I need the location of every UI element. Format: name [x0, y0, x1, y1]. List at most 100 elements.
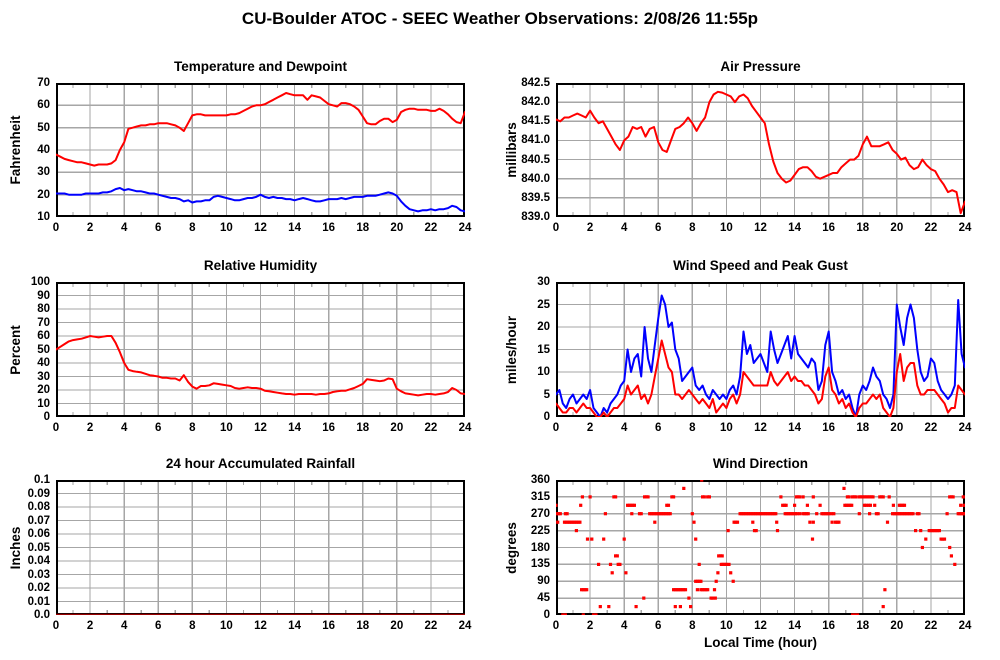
scatter-point [868, 495, 872, 499]
x-tick-label: 10 [720, 222, 733, 234]
scatter-point [769, 512, 773, 516]
x-tick-label: 4 [120, 620, 128, 632]
scatter-point [588, 495, 592, 499]
x-tick-label: 0 [552, 422, 560, 434]
scatter-point [720, 554, 724, 558]
scatter-point [673, 605, 677, 609]
scatter-point [632, 503, 636, 507]
scatter-point [714, 579, 718, 583]
scatter-point [666, 503, 671, 507]
scatter-point [711, 596, 715, 600]
scatter-point [810, 537, 815, 541]
y-tick-label: 840.5 [521, 153, 550, 166]
scatter-point [837, 520, 841, 524]
scatter-point [806, 512, 810, 516]
y-tick-label: 0.03 [27, 568, 50, 581]
scatter-point [825, 512, 829, 516]
x-tick-label: 8 [189, 620, 196, 632]
series-wind-speed [555, 339, 966, 418]
relative-humidity-chart: Relative Humidity Percent 0 10 20 30 40 50 60 7… [8, 258, 471, 434]
scatter-point [717, 554, 721, 558]
x-tick-label: 16 [822, 222, 836, 234]
scatter-point [832, 512, 836, 516]
scatter-point [862, 503, 867, 507]
scatter-point [661, 512, 665, 516]
x-tick-label: 20 [890, 222, 904, 234]
scatter-point [656, 512, 660, 516]
scatter-point [919, 529, 923, 533]
x-tick-label: 2 [86, 422, 94, 434]
scatter-point [948, 495, 952, 499]
plot-frame [556, 480, 965, 615]
scatter-point [583, 588, 587, 592]
scatter-point [724, 562, 728, 566]
plot-area [554, 478, 967, 617]
chart-canvas [554, 478, 967, 617]
x-tick-label: 14 [788, 422, 801, 434]
scatter-point [581, 613, 585, 617]
chart-title: 24 hour Accumulated Rainfall [165, 456, 356, 471]
scatter-point [899, 512, 903, 516]
x-tick-label: 10 [220, 620, 233, 632]
x-tick-label: 18 [356, 222, 370, 234]
scatter-point [951, 495, 955, 499]
scatter-point [597, 562, 601, 566]
y-tick-label: 842.0 [521, 96, 550, 109]
scatter-point [709, 596, 713, 600]
y-tick-label: 0 [543, 411, 550, 423]
scatter-point [680, 588, 684, 592]
scatter-point [694, 537, 698, 541]
scatter-point [677, 588, 681, 592]
scatter-point [612, 495, 616, 499]
scatter-point [770, 512, 774, 516]
scatter-point [899, 503, 903, 507]
scatter-point [861, 495, 865, 499]
scatter-point [958, 512, 962, 516]
scatter-point [932, 529, 936, 533]
scatter-point [616, 562, 620, 566]
scatter-point [856, 613, 860, 617]
scatter-point [755, 512, 759, 516]
scatter-point [868, 512, 872, 516]
wind-speed-gust-chart: Wind Speed and Peak Gust miles/hour 0 5 10… [504, 258, 971, 434]
scatter-point [765, 512, 769, 516]
scatter-point [959, 503, 963, 507]
scatter-point [883, 588, 887, 592]
scatter-point [666, 512, 671, 516]
x-tick-label: 6 [155, 422, 162, 434]
scatter-point [874, 512, 878, 516]
y-axis-label: miles/hour [504, 315, 519, 384]
scatter-point [660, 512, 664, 516]
chart-title: Wind Direction [712, 456, 809, 471]
scatter-point [626, 503, 630, 507]
plot-area [555, 282, 966, 418]
y-tick-label: 20 [37, 188, 50, 201]
scatter-point [927, 529, 931, 533]
scatter-point [706, 495, 710, 499]
y-tick-label: 135 [530, 558, 550, 571]
scatter-point [787, 512, 791, 516]
scatter-point [963, 512, 967, 516]
scatter-point [842, 486, 846, 490]
x-tick-label: 2 [586, 620, 594, 632]
scatter-point [672, 588, 676, 592]
scatter-point [608, 562, 613, 566]
scatter-point [752, 512, 756, 516]
chart-canvas [55, 282, 466, 417]
scatter-point [629, 503, 633, 507]
scatter-point [573, 520, 577, 524]
x-tick-label: 14 [788, 620, 801, 632]
x-tick-label: 22 [924, 222, 938, 234]
scatter-point [873, 503, 877, 507]
scatter-point [614, 554, 618, 558]
y-tick-label: 70 [37, 77, 50, 89]
scatter-point [689, 605, 693, 609]
y-tick-label: 0.07 [27, 514, 50, 527]
scatter-point [891, 512, 895, 516]
scatter-point [779, 495, 783, 499]
scatter-point [569, 520, 573, 524]
scatter-point [857, 512, 861, 516]
scatter-point [830, 520, 834, 524]
scatter-point [732, 520, 736, 524]
y-tick-label: 841.0 [521, 134, 550, 147]
